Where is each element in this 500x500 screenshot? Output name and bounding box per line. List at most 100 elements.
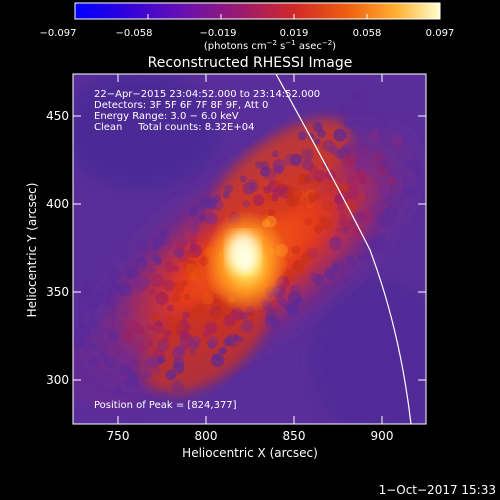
image-texture-blob <box>108 330 120 342</box>
image-texture-blob <box>393 181 404 193</box>
image-texture-blob <box>100 316 112 329</box>
image-texture-blob <box>91 291 105 305</box>
image-texture-blob <box>90 343 98 351</box>
image-texture-blob <box>341 153 355 167</box>
image-texture-blob <box>122 253 131 262</box>
image-texture-blob <box>112 285 120 293</box>
image-texture-blob <box>87 318 98 329</box>
image-texture-blob <box>146 339 153 347</box>
image-texture-blob <box>385 204 398 217</box>
image-texture-blob <box>330 263 339 272</box>
image-texture-blob <box>358 194 365 201</box>
image-texture-blob <box>314 224 323 234</box>
image-texture-blob <box>328 145 339 155</box>
y-tick-label: 300 <box>46 373 69 387</box>
image-texture-blob <box>349 159 356 166</box>
image-texture-blob <box>346 254 353 262</box>
image-texture-blob <box>172 281 185 294</box>
image-texture-blob <box>414 212 422 220</box>
image-texture-blob <box>172 346 186 360</box>
image-texture-blob <box>185 263 198 277</box>
image-texture-blob <box>376 213 390 227</box>
image-texture-blob <box>160 228 170 238</box>
image-texture-blob <box>342 219 354 231</box>
image-texture-blob <box>198 196 212 209</box>
image-texture-blob <box>354 148 363 157</box>
image-texture-blob <box>161 336 169 344</box>
image-texture-blob <box>237 336 244 343</box>
image-texture-blob <box>357 254 365 262</box>
image-texture-blob <box>308 164 318 174</box>
x-axis-label: Heliocentric X (arcsec) <box>182 446 318 460</box>
image-texture-blob <box>173 362 185 374</box>
image-texture-blob <box>194 304 206 316</box>
image-texture-blob <box>179 237 188 246</box>
image-texture-blob <box>304 173 315 184</box>
image-texture-blob <box>192 203 201 212</box>
image-texture-blob <box>62 299 70 307</box>
image-texture-blob <box>297 175 307 185</box>
image-texture-blob <box>77 288 92 303</box>
image-texture-blob <box>388 176 396 184</box>
image-texture-blob <box>223 314 236 327</box>
image-texture-blob <box>79 325 92 337</box>
image-texture-blob <box>407 190 416 199</box>
image-texture-blob <box>263 185 271 194</box>
image-texture-blob <box>106 290 116 300</box>
image-texture-blob <box>111 269 119 277</box>
image-texture-blob <box>171 293 181 303</box>
image-texture-blob <box>223 337 232 347</box>
image-texture-blob <box>404 160 413 169</box>
image-texture-blob <box>339 183 350 194</box>
image-texture-blob <box>218 348 225 356</box>
image-texture-blob <box>355 115 364 123</box>
image-texture-blob <box>204 321 218 335</box>
image-texture-blob <box>317 215 326 224</box>
colorbar-tick-label: −0.019 <box>199 28 236 39</box>
image-texture-blob <box>313 273 324 285</box>
image-texture-blob <box>297 131 307 141</box>
image-texture-blob <box>423 181 426 191</box>
axis-ticks <box>73 74 426 424</box>
image-texture-blob <box>274 180 284 190</box>
colorbar-tick-label: 0.097 <box>426 28 455 39</box>
image-texture-blob <box>342 143 353 154</box>
image-texture-blob <box>175 240 186 251</box>
image-texture-blob <box>212 309 223 320</box>
image-texture-blob <box>176 361 184 369</box>
image-texture-blob <box>189 348 196 355</box>
image-texture-blob <box>260 161 270 171</box>
image-texture-blob <box>164 261 176 273</box>
image-texture-blob <box>246 178 258 190</box>
image-texture-blob <box>343 120 353 129</box>
image-texture-blob <box>112 295 120 303</box>
image-texture-blob <box>152 366 161 375</box>
image-texture-blob <box>373 151 383 162</box>
image-texture-blob <box>163 329 172 338</box>
image-texture-blob <box>415 183 423 192</box>
image-texture-blob <box>359 176 367 185</box>
colorbar <box>74 2 441 20</box>
image-texture-blob <box>135 256 148 269</box>
image-texture-blob <box>322 199 334 211</box>
image-texture-blob <box>150 401 158 410</box>
colorbar-tick-label: 0.058 <box>353 28 382 39</box>
colorbar-unit-label: (photons cm−2 s−1 asec−2) <box>204 39 336 52</box>
image-texture-blob <box>150 274 164 288</box>
image-texture-blob <box>333 259 346 272</box>
image-texture-blob <box>109 281 121 293</box>
image-texture-blob <box>363 123 371 132</box>
image-texture-blob <box>189 233 198 242</box>
image-texture-blob <box>115 336 123 344</box>
image-texture-blob <box>335 226 343 233</box>
image-texture-blob <box>153 240 161 249</box>
image-texture-blob <box>286 303 299 317</box>
rhessi-image <box>62 74 426 424</box>
image-texture-blob <box>126 380 135 389</box>
image-texture-blob <box>188 251 196 259</box>
x-tick-label: 800 <box>195 429 218 443</box>
image-texture-blob <box>105 295 117 307</box>
image-texture-blob <box>377 185 391 199</box>
image-texture-blob <box>379 183 392 196</box>
image-texture-blob <box>346 187 360 200</box>
